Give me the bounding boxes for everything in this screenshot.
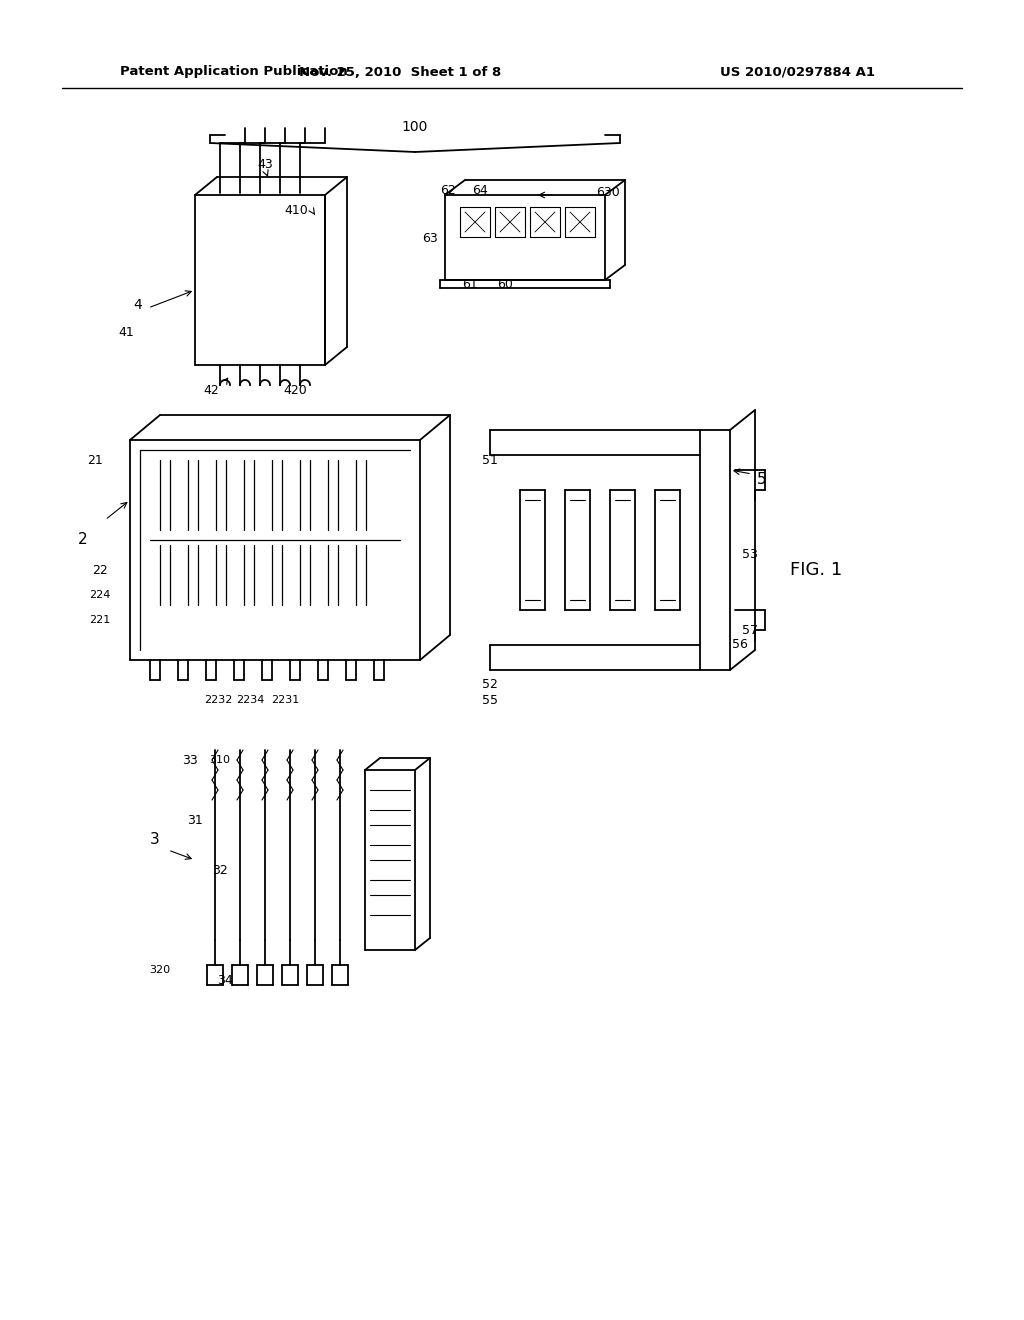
Text: 56: 56 (732, 639, 748, 652)
Text: 4: 4 (133, 298, 142, 312)
Text: 2234: 2234 (236, 696, 264, 705)
Text: 21: 21 (87, 454, 102, 466)
Text: 32: 32 (212, 863, 228, 876)
Text: 2231: 2231 (271, 696, 299, 705)
Text: 221: 221 (89, 615, 111, 624)
Text: 34: 34 (217, 974, 232, 986)
Text: 22: 22 (92, 564, 108, 577)
Text: FIG. 1: FIG. 1 (790, 561, 843, 579)
Text: 224: 224 (89, 590, 111, 601)
Text: 43: 43 (257, 158, 272, 172)
Text: 31: 31 (187, 813, 203, 826)
Text: 62: 62 (440, 183, 456, 197)
Text: 5: 5 (757, 473, 767, 487)
Text: Nov. 25, 2010  Sheet 1 of 8: Nov. 25, 2010 Sheet 1 of 8 (299, 66, 501, 78)
Text: 64: 64 (472, 183, 487, 197)
Text: 2232: 2232 (204, 696, 232, 705)
Text: 420: 420 (283, 384, 307, 396)
Text: 100: 100 (401, 120, 428, 135)
Text: 41: 41 (118, 326, 134, 338)
Text: 410: 410 (284, 203, 308, 216)
Text: 55: 55 (482, 693, 498, 706)
Text: 42: 42 (203, 384, 219, 396)
Text: 60: 60 (497, 279, 513, 292)
Text: 52: 52 (482, 678, 498, 692)
Text: 57: 57 (742, 623, 758, 636)
Text: 2: 2 (78, 532, 88, 548)
Text: 61: 61 (462, 279, 478, 292)
Text: Patent Application Publication: Patent Application Publication (120, 66, 348, 78)
Text: 51: 51 (482, 454, 498, 466)
Text: 310: 310 (210, 755, 230, 766)
Text: US 2010/0297884 A1: US 2010/0297884 A1 (720, 66, 874, 78)
Text: 63: 63 (422, 231, 438, 244)
Text: 630: 630 (596, 186, 620, 198)
Text: 3: 3 (151, 833, 160, 847)
Text: 53: 53 (742, 549, 758, 561)
Text: 33: 33 (182, 754, 198, 767)
Text: 320: 320 (150, 965, 171, 975)
